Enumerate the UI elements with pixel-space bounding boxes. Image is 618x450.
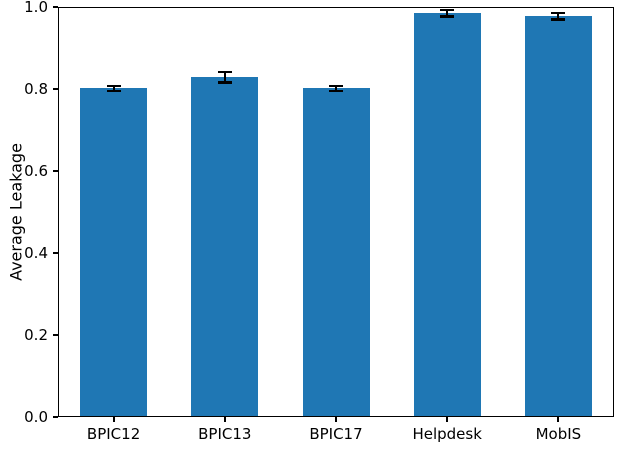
- y-tick-label: 0.4: [24, 244, 48, 262]
- x-tick-label: MobIS: [535, 425, 582, 443]
- error-bar-cap-top: [329, 84, 343, 88]
- y-tick-label: 1.0: [24, 0, 48, 16]
- error-bar-line: [335, 85, 337, 91]
- bar: [302, 88, 370, 417]
- error-bar-cap-bottom: [106, 89, 121, 93]
- x-tick-label: BPIC13: [198, 425, 252, 443]
- y-tick-label: 0.8: [24, 80, 48, 98]
- error-bar-cap-bottom: [329, 89, 343, 93]
- bar: [191, 77, 259, 417]
- error-bar-cap-top: [551, 11, 566, 15]
- error-bar-cap-bottom: [217, 81, 232, 84]
- bar: [80, 88, 148, 417]
- x-tick-mark: [223, 417, 226, 422]
- y-tick-label: 0.2: [24, 326, 48, 344]
- y-tick-mark: [53, 6, 58, 8]
- error-bar-line: [557, 12, 560, 20]
- error-bar-line: [112, 85, 115, 91]
- x-tick-mark: [557, 417, 560, 422]
- y-tick-label: 0.6: [24, 162, 48, 180]
- x-tick-label: Helpdesk: [412, 425, 482, 443]
- error-bar-cap-top: [440, 8, 455, 12]
- x-tick-mark: [335, 417, 337, 422]
- y-tick-mark: [53, 170, 58, 172]
- error-bar-line: [223, 71, 226, 83]
- y-tick-mark: [53, 252, 58, 254]
- y-tick-mark: [53, 88, 58, 90]
- x-tick-label: BPIC12: [86, 425, 141, 443]
- error-bar-cap-top: [106, 84, 121, 88]
- y-tick-mark: [53, 334, 58, 336]
- error-bar-cap-top: [217, 70, 232, 74]
- x-tick-mark: [112, 417, 115, 422]
- error-bar-line: [446, 9, 449, 17]
- x-tick-label: BPIC17: [309, 425, 363, 443]
- error-bar-cap-bottom: [551, 18, 566, 21]
- y-tick-label: 0.0: [24, 408, 48, 426]
- y-tick-mark: [53, 416, 58, 418]
- x-tick-mark: [446, 417, 449, 422]
- bar: [413, 13, 481, 417]
- bar: [524, 16, 592, 417]
- error-bar-cap-bottom: [440, 15, 455, 18]
